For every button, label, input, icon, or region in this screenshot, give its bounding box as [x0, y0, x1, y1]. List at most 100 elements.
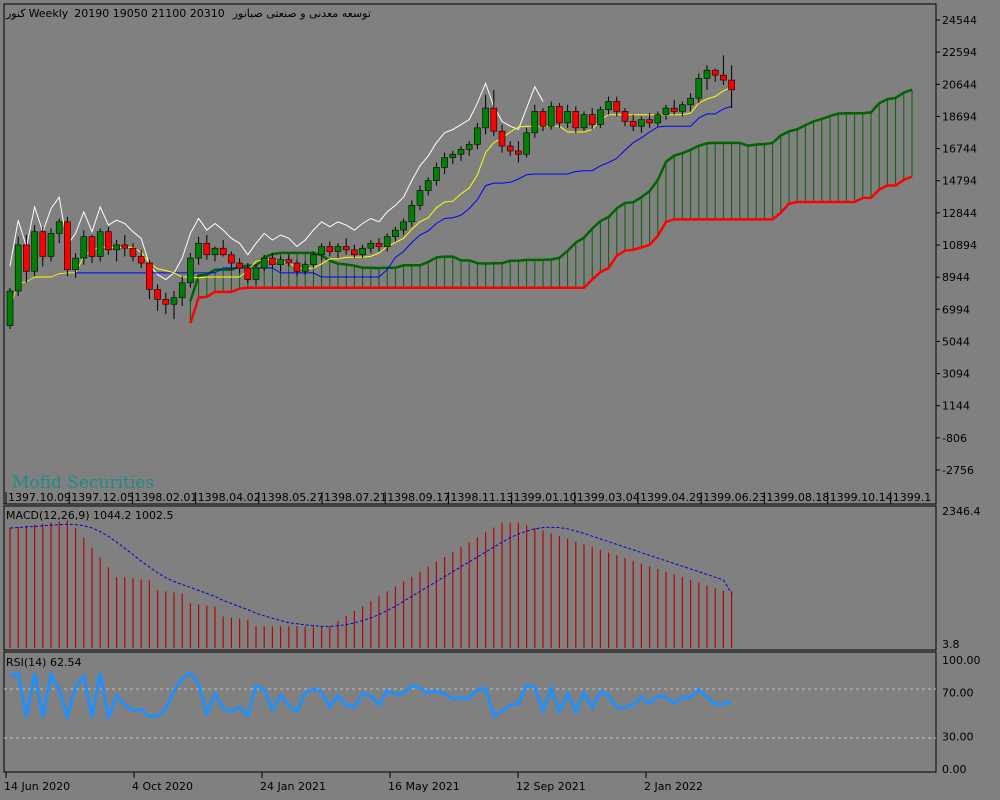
date-tick-label: 1399.03.04 — [577, 491, 640, 504]
candle-body — [211, 247, 219, 256]
price-tick-label: 16744 — [942, 143, 977, 156]
price-tick-label: 10894 — [942, 239, 977, 252]
price-tick-label: 24544 — [942, 14, 977, 27]
date-tick-label: 1399.06.23 — [703, 491, 766, 504]
date-tick-label: 1398.11.13 — [450, 491, 513, 504]
rsi-path — [9, 670, 733, 723]
candle-body — [441, 157, 448, 168]
candle-body — [39, 231, 47, 257]
candle-body — [383, 236, 391, 247]
candle-body — [400, 221, 407, 231]
candle-body — [433, 167, 440, 181]
price-tick-label: -2756 — [942, 464, 974, 477]
date-tick-label: 1398.02.01 — [134, 491, 197, 504]
senkou-span-a — [189, 88, 913, 302]
bottom-date-label: 4 Oct 2020 — [132, 780, 193, 793]
price-tick-label: 14794 — [942, 175, 977, 188]
candle-body — [515, 150, 522, 155]
candle-body — [662, 107, 670, 115]
senkou-span-b — [189, 175, 913, 324]
candle-body — [531, 111, 539, 134]
candle-body — [359, 247, 366, 256]
rsi-pane[interactable]: RSI(14) 62.54 100.00 70.00 30.00 0.00 — [3, 651, 981, 776]
price-tick-label: 22594 — [942, 46, 977, 59]
rsi-tick-label: 100.00 — [942, 654, 981, 667]
rsi-label: RSI(14) 62.54 — [6, 656, 81, 669]
candle-body — [490, 107, 498, 132]
candle-body — [178, 282, 186, 298]
company-name: توسعه معدنی و صنعتی صبانور — [232, 7, 371, 20]
macd-pane[interactable]: MACD(12,26,9) 1044.2 1002.5 2346.4 3.8 — [3, 505, 981, 651]
candle-body — [162, 298, 170, 305]
candle-body — [72, 257, 79, 270]
bottom-date-label: 24 Jan 2021 — [260, 780, 326, 793]
candle-body — [269, 257, 276, 265]
candle-body — [605, 101, 612, 111]
price-tick-label: 8944 — [942, 271, 970, 284]
price-axis: 24544 22594 20644 18694 16744 14794 12844 10894… — [936, 14, 977, 477]
date-tick-label: 1399.08.18 — [766, 491, 829, 504]
candle-body — [310, 254, 317, 265]
price-tick-label: 12844 — [942, 207, 977, 220]
candle-body — [219, 247, 227, 256]
candle-body — [679, 104, 686, 112]
candle-body — [203, 242, 211, 256]
macd-axis-bottom: 3.8 — [942, 638, 960, 651]
candle-body — [629, 120, 637, 127]
candle-body — [367, 242, 375, 249]
macd-axis-top: 2346.4 — [942, 505, 981, 518]
candle-body — [588, 114, 596, 125]
candle-body — [597, 109, 604, 125]
macd-label: MACD(12,26,9) 1044.2 1002.5 — [6, 509, 174, 522]
chikou-span — [9, 82, 544, 281]
candle-body — [638, 119, 645, 127]
candle-body — [449, 153, 457, 158]
candle-body — [301, 264, 309, 272]
candle-body — [580, 114, 588, 129]
candle-body — [113, 244, 120, 251]
candle-body — [334, 246, 342, 252]
price-tick-label: -806 — [942, 432, 967, 445]
timeframe-label: Weekly — [29, 7, 69, 20]
chikou-line — [9, 82, 544, 281]
ohlc-values: 20190 19050 21100 20310 — [74, 7, 224, 20]
bottom-date-label: 12 Sep 2021 — [516, 780, 586, 793]
candle-body — [326, 246, 334, 252]
candle-body — [55, 221, 63, 234]
price-pane[interactable]: 24544 22594 20644 18694 16744 14794 12844 10894… — [3, 3, 977, 505]
price-tick-label: 18694 — [942, 110, 977, 123]
candle-body — [31, 231, 38, 272]
date-tick-label: 1399.01.10 — [514, 491, 577, 504]
rsi-pane-border — [3, 651, 937, 773]
macd-signal-line — [9, 523, 733, 627]
candle-body — [187, 257, 194, 284]
candle-body — [318, 246, 325, 256]
candle-body — [556, 106, 563, 124]
chart-header: کنور Weekly 20190 19050 21100 20310 توسعه م… — [5, 7, 371, 20]
candle-body — [129, 247, 137, 257]
bottom-date-label: 14 Jun 2020 — [4, 780, 70, 793]
candle-body — [539, 111, 547, 127]
macd-pane-border — [3, 505, 937, 651]
date-axis-top: 1397.10.09 1397.12.05 1398.02.01 1398.04.02… — [5, 491, 931, 504]
bottom-date-label: 16 May 2021 — [388, 780, 460, 793]
rsi-line — [9, 670, 733, 723]
date-tick-label: 1398.09.17 — [387, 491, 450, 504]
price-tick-label: 20644 — [942, 78, 977, 91]
candle-body — [121, 244, 129, 249]
candle-body — [613, 101, 621, 112]
candle-body — [646, 119, 653, 124]
candle-body — [375, 242, 383, 247]
date-tick-label: 1398.04.02 — [198, 491, 261, 504]
candle-body — [146, 262, 153, 290]
candle-body — [416, 190, 424, 206]
price-tick-label: 5044 — [942, 335, 970, 348]
date-tick-label: 1398.07.21 — [324, 491, 387, 504]
date-axis-bottom: 14 Jun 2020 4 Oct 2020 24 Jan 2021 16 May 2… — [4, 772, 703, 793]
symbol-label: کنور — [5, 7, 26, 20]
date-tick-label: 1397.12.05 — [71, 491, 134, 504]
candle-body — [547, 106, 555, 127]
rsi-tick-label: 30.00 — [942, 730, 974, 743]
